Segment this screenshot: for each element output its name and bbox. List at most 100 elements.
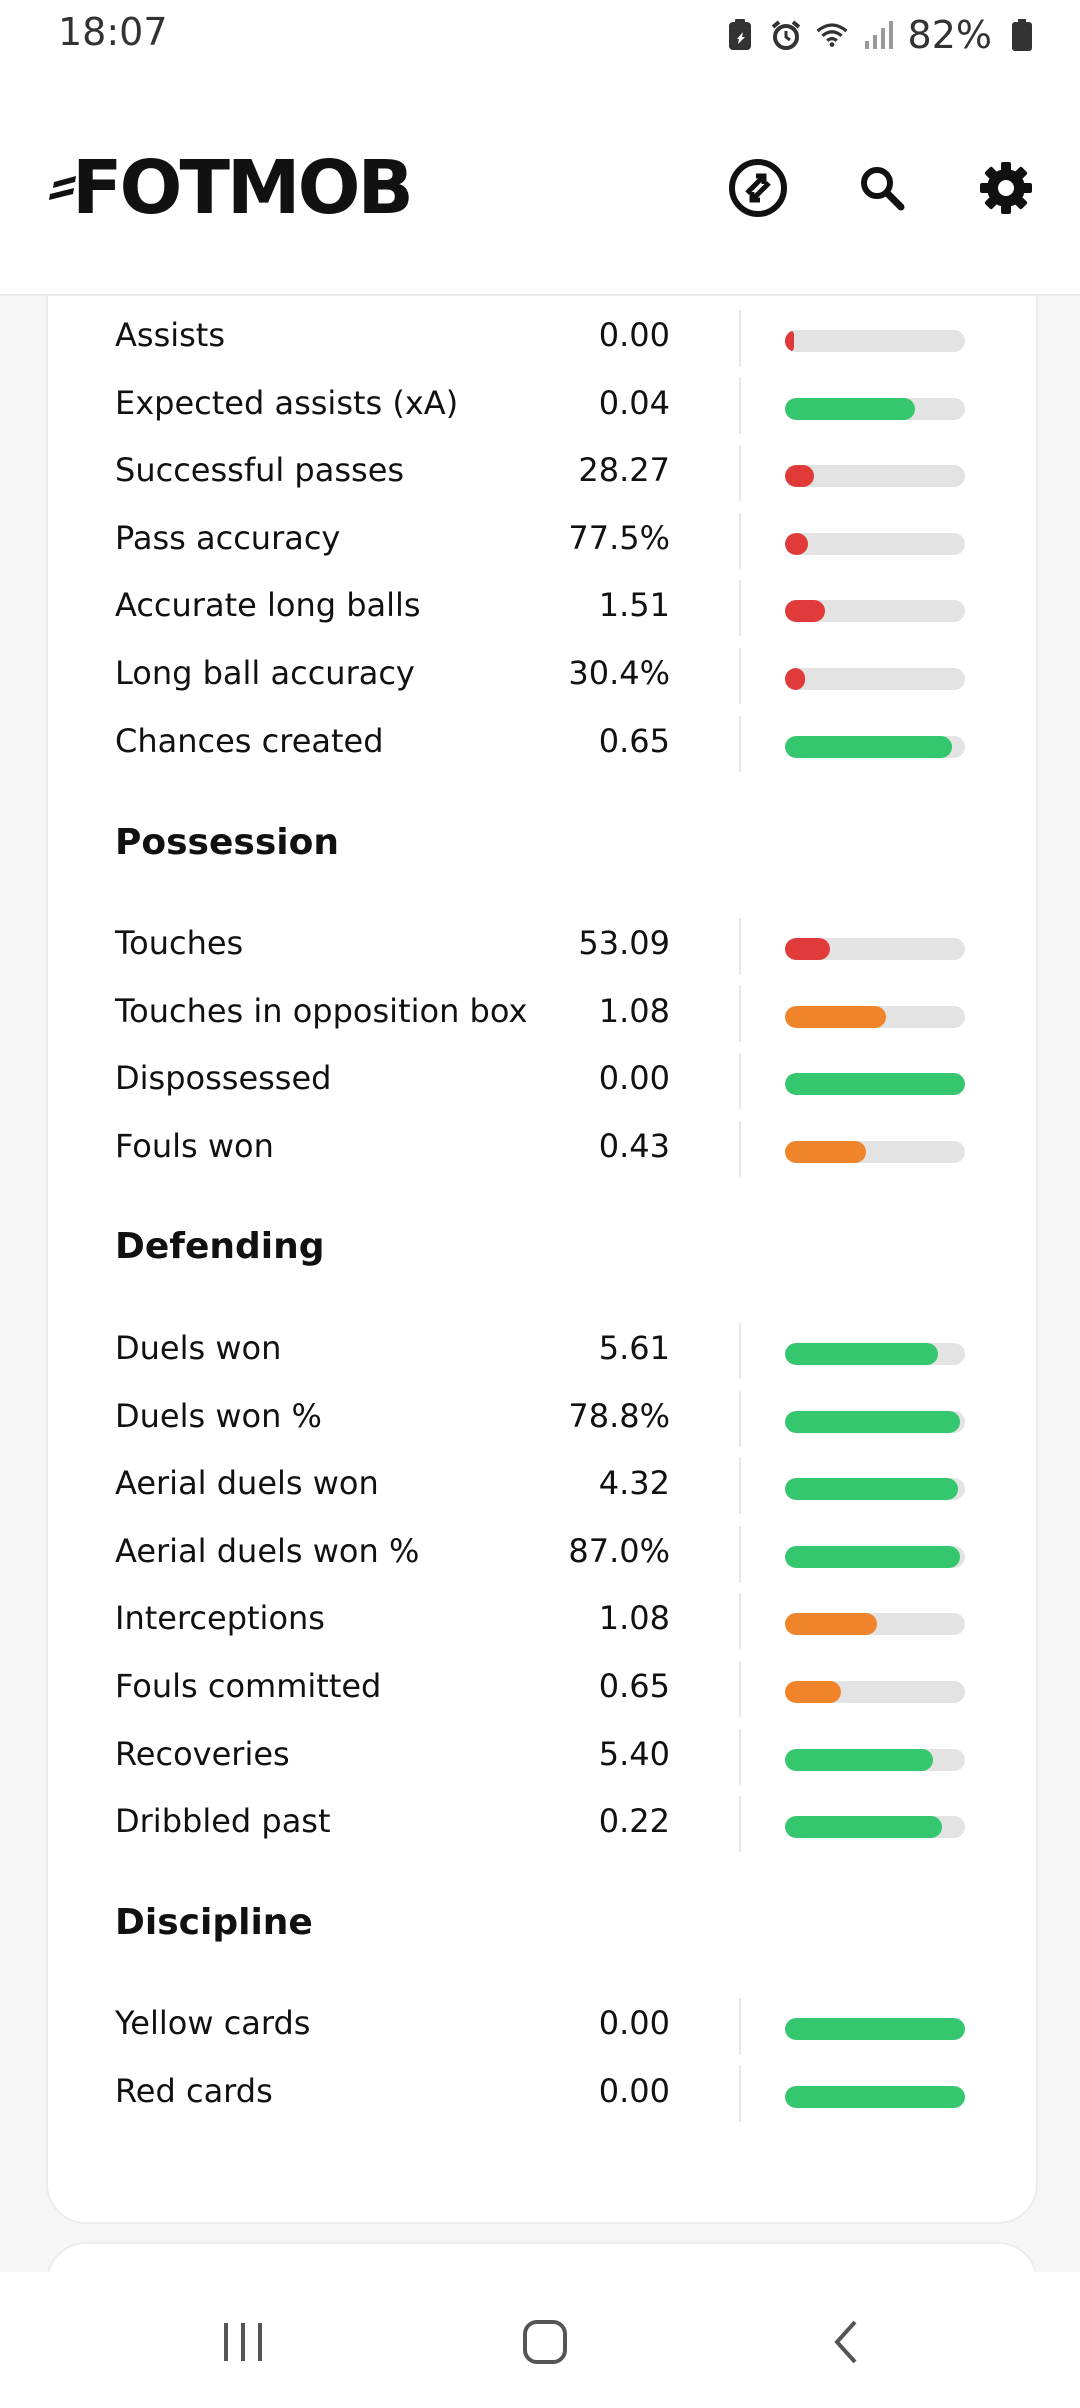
row-divider: [739, 512, 741, 569]
row-divider: [739, 1796, 741, 1853]
stat-label: Accurate long balls: [115, 586, 421, 625]
percentile-bar-fill: [785, 330, 794, 352]
percentile-bar: [785, 1005, 965, 1028]
percentile-bar: [785, 1478, 965, 1501]
row-divider: [739, 1525, 741, 1582]
data-saver-icon: [724, 19, 756, 51]
stat-label: Recoveries: [115, 1734, 290, 1773]
stat-row: Recoveries 5.40: [0, 1723, 1080, 1791]
stats-card: [46, 250, 1038, 2224]
logo-text: FOTMOB: [72, 145, 414, 231]
stat-row: Dribbled past 0.22: [0, 1790, 1080, 1858]
alarm-icon: [770, 19, 802, 51]
fotmob-logo[interactable]: FOTMOB: [48, 145, 414, 231]
percentile-bar: [785, 1681, 965, 1703]
system-nav-bar: [0, 2272, 1080, 2408]
percentile-bar-fill: [785, 1816, 942, 1839]
row-divider: [739, 648, 741, 704]
stat-value: 0.43: [598, 1126, 670, 1165]
stat-label: Assists: [115, 316, 226, 354]
stat-value: 0.65: [598, 1667, 670, 1705]
percentile-bar-fill: [785, 600, 825, 623]
stat-label: Fouls committed: [115, 1667, 382, 1705]
percentile-bar-fill: [785, 1343, 938, 1365]
stat-label: Dribbled past: [115, 1802, 331, 1841]
percentile-bar-fill: [785, 2085, 965, 2108]
stat-row: Long ball accuracy 30.4%: [0, 642, 1080, 710]
stat-row: Touches 53.09: [0, 912, 1080, 980]
switch-button[interactable]: [720, 150, 796, 226]
percentile-bar: [785, 1140, 965, 1163]
stat-value: 1.08: [598, 991, 670, 1030]
settings-button[interactable]: [968, 150, 1044, 226]
percentile-bar: [785, 1545, 965, 1568]
row-divider: [739, 1593, 741, 1650]
status-bar: 18:07 82%: [0, 0, 1080, 70]
stat-row: Fouls won 0.43: [0, 1115, 1080, 1183]
stat-label: Aerial duels won %: [115, 1531, 420, 1570]
back-button[interactable]: [802, 2302, 892, 2382]
home-icon: [523, 2320, 567, 2364]
stat-row: Dispossessed 0.00: [0, 1047, 1080, 1115]
stat-row: Red cards 0.00: [0, 2060, 1080, 2128]
stat-value: 0.00: [598, 2004, 670, 2042]
percentile-bar-fill: [785, 1681, 841, 1703]
percentile-bar-fill: [785, 938, 830, 960]
section-title-discipline: Discipline: [115, 1902, 313, 1943]
home-button[interactable]: [500, 2302, 590, 2382]
stat-value: 1.08: [598, 1599, 670, 1638]
percentile-bar: [785, 1073, 965, 1096]
stat-value: 53.09: [578, 924, 670, 962]
percentile-bar-fill: [785, 465, 814, 488]
section-title-possession: Possession: [115, 822, 339, 863]
recent-apps-button[interactable]: [198, 2302, 288, 2382]
stat-label: Dispossessed: [115, 1059, 332, 1098]
stat-row: Interceptions 1.08: [0, 1587, 1080, 1655]
percentile-bar-fill: [785, 1073, 965, 1096]
stat-row: Expected assists (xA) 0.04: [0, 372, 1080, 440]
wifi-icon: [816, 19, 848, 51]
stat-row: Assists 0.00: [0, 304, 1080, 372]
search-icon: [861, 167, 905, 211]
stat-value: 4.32: [598, 1464, 670, 1503]
stat-label: Yellow cards: [115, 2004, 311, 2042]
row-divider: [739, 1053, 741, 1110]
stat-row: Accurate long balls 1.51: [0, 574, 1080, 642]
stat-value: 5.40: [598, 1734, 670, 1773]
percentile-bar-fill: [785, 1410, 960, 1433]
stat-label: Fouls won: [115, 1126, 274, 1165]
percentile-bar: [785, 532, 965, 555]
signal-icon: [862, 19, 894, 51]
percentile-bar-fill: [785, 1748, 933, 1771]
stat-value: 5.61: [598, 1329, 670, 1367]
row-divider: [739, 985, 741, 1042]
stat-value: 0.00: [598, 1059, 670, 1098]
logo-mark-icon: [49, 176, 76, 200]
row-divider: [739, 310, 741, 366]
percentile-bar: [785, 735, 965, 758]
percentile-bar-fill: [785, 1613, 877, 1636]
row-divider: [739, 1120, 741, 1177]
stat-label: Pass accuracy: [115, 518, 341, 557]
stat-label: Aerial duels won: [115, 1464, 379, 1503]
stat-row: Aerial duels won 4.32: [0, 1452, 1080, 1520]
settings-icon: [980, 162, 1032, 214]
recent-apps-icon: [224, 2323, 262, 2361]
stat-value: 1.51: [598, 586, 670, 625]
row-divider: [739, 377, 741, 434]
row-divider: [739, 2065, 741, 2122]
status-time: 18:07: [58, 10, 168, 54]
percentile-bar: [785, 1748, 965, 1771]
percentile-bar: [785, 1410, 965, 1433]
stat-value: 28.27: [578, 451, 670, 490]
stat-row: Fouls committed 0.65: [0, 1655, 1080, 1723]
percentile-bar: [785, 2085, 965, 2108]
search-button[interactable]: [844, 150, 920, 226]
percentile-bar-fill: [785, 735, 953, 758]
status-icons: 82%: [724, 10, 1038, 60]
stat-row: Touches in opposition box 1.08: [0, 980, 1080, 1048]
percentile-bar: [785, 2018, 965, 2040]
stat-label: Touches: [115, 924, 244, 962]
stat-row: Chances created 0.65: [0, 710, 1080, 778]
stat-row: Aerial duels won % 87.0%: [0, 1520, 1080, 1588]
